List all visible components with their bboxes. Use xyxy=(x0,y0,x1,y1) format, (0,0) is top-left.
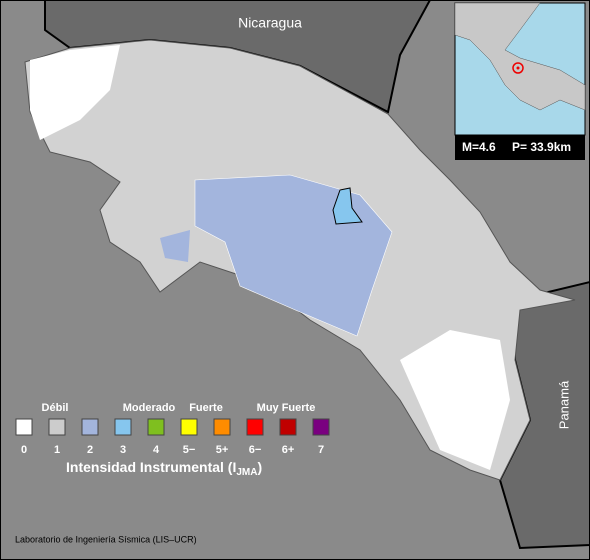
credit: Laboratorio de Ingeniería Sísmica (LIS–U… xyxy=(15,534,197,544)
legend-group: Moderado xyxy=(123,402,176,414)
magnitude: M=4.6 xyxy=(462,140,496,154)
legend-group: Muy Fuerte xyxy=(257,402,316,414)
legend-title-subscript: JMA xyxy=(236,467,257,478)
legend-swatch xyxy=(312,418,330,436)
legend-swatch xyxy=(246,418,264,436)
legend-label: 6+ xyxy=(282,444,295,456)
legend-swatch xyxy=(213,418,231,436)
legend-title-text: Intensidad Instrumental (I xyxy=(66,459,236,475)
intensity-0-area xyxy=(400,330,510,470)
legend-label: 6− xyxy=(249,444,262,456)
legend-label: 3 xyxy=(120,444,126,456)
legend-label: 5− xyxy=(183,444,196,456)
legend-swatch xyxy=(81,418,99,436)
inset-land xyxy=(454,2,586,111)
epicenter xyxy=(512,62,524,74)
inset-info-bar xyxy=(455,135,585,160)
epicenter xyxy=(516,66,520,70)
legend: 0 1 2 3 4 5− 5+ 6− 6+ 7 Débil Moderado Fuerte Muy Fue… xyxy=(15,402,330,456)
legend-label: 7 xyxy=(318,444,324,456)
legend-swatch xyxy=(279,418,297,436)
depth: P= 33.9km xyxy=(512,140,571,154)
legend-group: Débil xyxy=(42,402,69,414)
legend-title-close: ) xyxy=(257,459,262,475)
legend-label: 5+ xyxy=(216,444,229,456)
legend-label: 2 xyxy=(87,444,93,456)
legend-swatch xyxy=(180,418,198,436)
legend-swatch xyxy=(147,418,165,436)
intensity-0-area xyxy=(30,45,120,140)
legend-label: 1 xyxy=(54,444,60,456)
country-label: Panamá xyxy=(556,380,571,429)
legend-group: Fuerte xyxy=(189,402,223,414)
legend-label: 0 xyxy=(21,444,27,456)
legend-swatch xyxy=(48,418,66,436)
inset: M=4.6 P= 33.9km xyxy=(454,2,586,160)
intensity-3-area xyxy=(332,187,363,225)
intensity-2-area xyxy=(160,230,190,262)
legend-label: 4 xyxy=(153,444,160,456)
legend-swatch xyxy=(15,418,33,436)
legend-title: Intensidad Instrumental (IJMA) xyxy=(66,459,262,478)
country-label: Nicaragua xyxy=(238,15,302,31)
legend-swatch xyxy=(114,418,132,436)
